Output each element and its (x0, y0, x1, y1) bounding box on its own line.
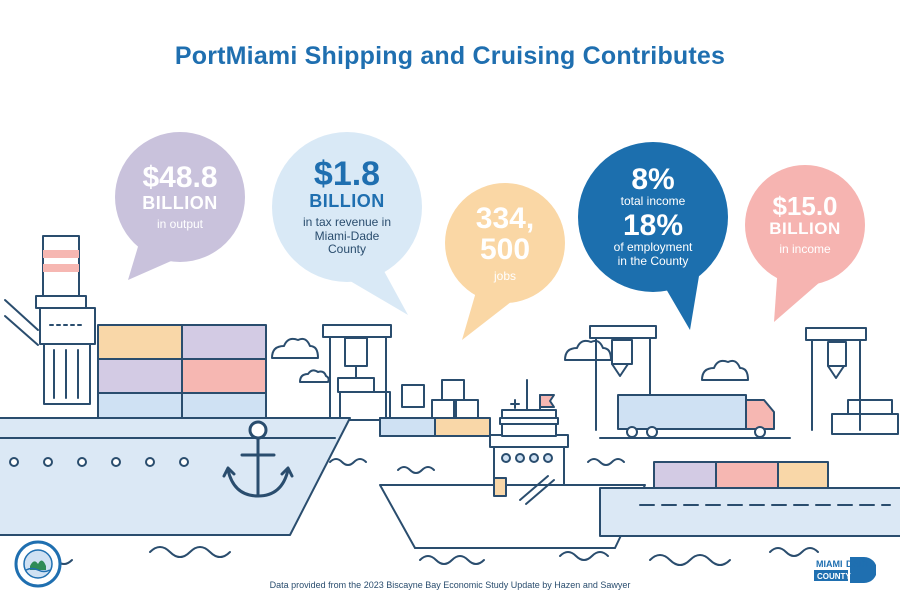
stat-caption-line: Miami-Dade (314, 228, 380, 243)
container-ship-icon (0, 235, 351, 536)
stat-income: $15.0 BILLION in income (745, 165, 865, 285)
cargo-barge-icon (599, 461, 900, 537)
stat-value-line: 500 (479, 233, 531, 267)
stat-value: 18% (622, 209, 684, 243)
cargo-boxes-icon (379, 379, 491, 437)
bubble-jobs-shape (445, 183, 565, 340)
crane-icon (805, 327, 899, 435)
stat-jobs: 334, 500 jobs (445, 183, 565, 303)
stat-caption-line: of employment (613, 240, 693, 255)
stat-unit: BILLION (309, 190, 385, 211)
stat-caption-line: County (327, 242, 367, 257)
stat-tax-revenue: $1.8 BILLION in tax revenue in Miami-Dad… (272, 132, 422, 282)
logo-text-dade: DADE (846, 559, 872, 569)
stat-caption: in income (779, 242, 831, 257)
tugboat-icon (379, 379, 646, 549)
bubble-income-shape (745, 165, 865, 322)
page-title: PortMiami Shipping and Cruising Contribu… (174, 42, 726, 70)
stat-caption: total income (620, 194, 686, 209)
miami-dade-county-logo: MIAMI DADE COUNTY (814, 557, 876, 583)
logo-text-county: COUNTY (817, 572, 851, 581)
stat-unit: BILLION (142, 192, 218, 213)
bubble-output-shape (115, 132, 245, 280)
stat-value: $15.0 (772, 191, 838, 222)
stat-caption: in output (156, 216, 204, 231)
stat-income-employment: 8% total income 18% of employment in the… (578, 142, 728, 292)
water-management-seal-logo (14, 540, 62, 588)
truck-icon (599, 394, 791, 439)
stat-value: $1.8 (313, 154, 381, 193)
bubble-income-pct-shape (578, 142, 728, 330)
stat-value-line: 334, (475, 201, 535, 235)
source-note: Data provided from the 2023 Biscayne Bay… (269, 580, 631, 590)
logo-text-miami: MIAMI (816, 559, 843, 569)
stat-output: $48.8 BILLION in output (115, 132, 245, 262)
stat-bubbles (115, 132, 865, 340)
crane-icon (322, 324, 392, 421)
stat-value: 8% (631, 163, 675, 197)
anchor-icon (222, 420, 294, 498)
stat-caption-line: in the County (617, 253, 689, 268)
stat-caption-line: in tax revenue in (302, 214, 392, 229)
stat-unit: BILLION (769, 219, 841, 239)
bubble-tax-shape (272, 132, 422, 315)
cloud-icon (271, 337, 749, 383)
stat-caption: jobs (493, 268, 516, 283)
stat-value: $48.8 (142, 160, 218, 194)
